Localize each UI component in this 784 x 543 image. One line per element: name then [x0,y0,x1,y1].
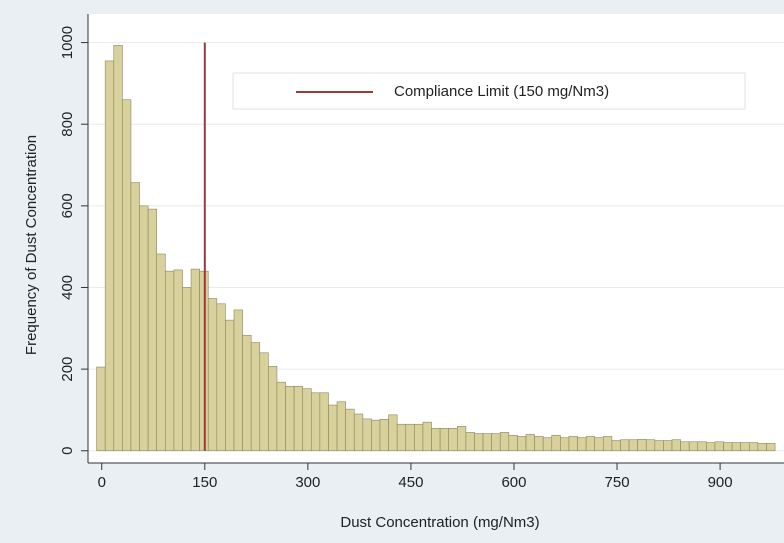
bar [233,309,243,452]
bar [113,45,123,452]
x-tick-label: 600 [501,474,526,491]
bar [714,441,724,452]
bar [362,418,372,452]
bar [319,392,329,452]
bar [147,208,158,452]
bar [499,432,510,452]
x-tick-label: 150 [192,474,217,491]
y-axis-title: Frequency of Dust Concentration [23,135,40,355]
x-tick-label: 900 [708,474,733,491]
x-axis-title: Dust Concentration (mg/Nm3) [340,514,539,531]
bar [371,419,381,452]
bar [276,381,286,452]
x-tick-label: 300 [295,474,320,491]
bar [517,436,527,452]
bar [491,433,501,452]
bar [654,440,664,452]
bar [525,434,535,452]
bar [96,366,106,452]
bar [379,419,389,452]
bar [353,413,364,452]
bar [723,442,733,452]
bar [156,253,166,452]
y-tick-label: 600 [59,193,76,218]
bar [388,414,398,452]
bar [474,433,484,452]
y-tick-label: 800 [59,112,76,137]
bar [551,434,561,452]
bar [482,433,492,452]
bar [414,423,424,452]
bar [637,439,647,452]
legend-label: Compliance Limit (150 mg/Nm3) [394,83,609,100]
bar [697,441,707,452]
bar [663,440,673,452]
bar [139,205,149,452]
bar [688,441,699,452]
bar [749,442,759,452]
x-tick-label: 450 [398,474,423,491]
bar [268,365,278,452]
bar [508,434,518,452]
bar [680,441,690,452]
bar [250,342,261,452]
bar [216,303,226,452]
bar [560,437,570,452]
bar [293,385,304,452]
bar [225,319,235,452]
bar [585,436,596,452]
bar [207,298,218,452]
bar [242,334,252,452]
bar [310,392,321,452]
bar [671,439,681,452]
bar [706,442,716,452]
bar [456,425,467,452]
bar [328,404,338,452]
bar [164,270,175,452]
bar [594,437,604,452]
bar [568,436,578,452]
bar [620,439,630,452]
bar [628,439,638,452]
bar [757,443,767,452]
y-tick-label: 0 [59,447,76,455]
bar [766,443,776,452]
y-tick-label: 200 [59,357,76,382]
bar [465,432,475,452]
x-tick-label: 0 [98,474,106,491]
bar [336,401,346,452]
bar [422,421,432,452]
bar [104,60,115,452]
bar [577,437,587,452]
bar [740,442,750,452]
bar [345,408,355,452]
bar [285,385,295,452]
bar [731,442,742,452]
bar [439,428,450,452]
bar [130,182,140,452]
bar [396,423,407,452]
bar [122,99,132,452]
bar [431,428,441,452]
bar [645,439,656,452]
bar [182,287,192,452]
y-tick-label: 1000 [59,26,76,59]
bar [173,269,183,452]
bar [448,428,458,452]
bar [611,440,621,452]
y-tick-label: 400 [59,275,76,300]
bar [534,436,544,452]
bar [259,352,269,452]
bar [542,437,553,452]
bar [405,423,415,452]
x-tick-label: 750 [605,474,630,491]
bar [190,268,200,452]
bar [603,436,613,452]
bar [302,388,312,452]
